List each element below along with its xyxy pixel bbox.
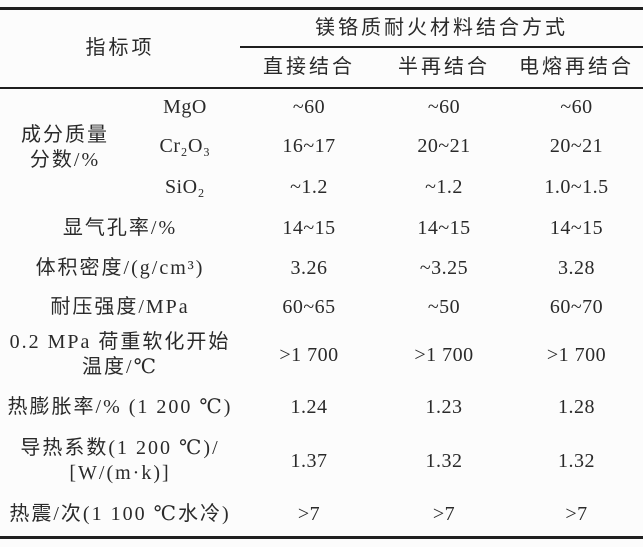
value-cell: 60~65 (282, 295, 336, 318)
row-label-thermal-shock: 热震/次(1 100 ℃水冷) (9, 502, 231, 525)
row-label-line2: 温度/℃ (82, 356, 158, 378)
formula-cell: SiO₂ (164, 176, 206, 198)
value-cell: >7 (565, 502, 588, 525)
value-cell: 3.26 (290, 256, 328, 279)
value-cell: 14~15 (549, 216, 604, 239)
bond-type-header-fused-rebonded: 电熔再结合 (519, 56, 634, 78)
value-cell: 14~15 (282, 216, 336, 239)
value-cell: 1.32 (425, 449, 463, 472)
row-label-line2: [W/(m·k)] (69, 461, 171, 484)
value-cell: 1.28 (558, 396, 595, 418)
row-label-softening-temperature: 0.2 MPa 荷重软化开始 温度/℃ (0, 326, 240, 385)
composition-group-label-line2: 分数/% (29, 149, 101, 171)
formula-cell: MgO (163, 95, 207, 118)
value-cell: 1.23 (425, 396, 463, 418)
value-cell: 20~21 (417, 134, 471, 157)
refractory-properties-table: 指标项 镁铬质耐火材料结合方式 直接结合 半再结合 电熔再结合 成分质量 分数/… (0, 7, 643, 539)
value-cell: ~1.2 (290, 176, 328, 198)
table-row: 0.2 MPa 荷重软化开始 温度/℃ >1 700 >1 700 >1 700 (0, 326, 643, 385)
value-cell: 16~17 (282, 134, 336, 157)
value-cell: 60~70 (549, 295, 604, 318)
table-row: SiO₂ ~1.2 ~1.2 1.0~1.5 (0, 167, 643, 208)
row-label-bulk-density: 体积密度/(g/cm³) (35, 256, 205, 279)
bond-type-header-direct: 直接结合 (263, 56, 355, 78)
row-label-thermal-expansion: 热膨胀率/% (1 200 ℃) (7, 396, 233, 418)
row-label-apparent-porosity: 显气孔率/% (62, 216, 178, 239)
value-cell: >1 700 (546, 344, 607, 366)
value-cell: 14~15 (417, 216, 471, 239)
row-label-line1: 0.2 MPa 荷重软化开始 (9, 331, 231, 353)
value-cell: 20~21 (549, 134, 604, 157)
value-cell: ~60 (560, 95, 593, 118)
value-cell: ~60 (427, 95, 461, 118)
table-header: 指标项 镁铬质耐火材料结合方式 直接结合 半再结合 电熔再结合 (0, 8, 643, 88)
table-row: 热震/次(1 100 ℃水冷) >7 >7 >7 (0, 492, 643, 538)
value-cell: >1 700 (279, 344, 339, 366)
composition-group-label: 成分质量 分数/% (0, 88, 130, 208)
row-label-thermal-conductivity: 导热系数(1 200 ℃)/ [W/(m·k)] (0, 430, 240, 492)
composition-group-label-line1: 成分质量 (21, 124, 109, 146)
value-cell: ~1.2 (425, 176, 463, 198)
value-cell: ~3.25 (419, 256, 469, 279)
row-label-crushing-strength: 耐压强度/MPa (50, 295, 190, 318)
table-row: 热膨胀率/% (1 200 ℃) 1.24 1.23 1.28 (0, 385, 643, 430)
table-row: 耐压强度/MPa 60~65 ~50 60~70 (0, 288, 643, 326)
bonding-mode-span-header: 镁铬质耐火材料结合方式 (240, 8, 643, 48)
table-row: 体积密度/(g/cm³) 3.26 ~3.25 3.28 (0, 248, 643, 288)
value-cell: ~50 (427, 295, 461, 318)
table-body: 成分质量 分数/% MgO ~60 ~60 ~60 Cr₂O₃ 16~17 20… (0, 88, 643, 538)
formula-cell: Cr₂O₃ (159, 134, 211, 157)
value-cell: 1.37 (290, 449, 328, 472)
value-cell: >7 (297, 502, 321, 525)
row-label-line1: 导热系数(1 200 ℃)/ (20, 436, 220, 459)
indicator-header-cell: 指标项 (85, 37, 155, 60)
value-cell: 1.24 (290, 396, 328, 418)
value-cell: 3.28 (558, 256, 595, 279)
value-cell: >1 700 (414, 344, 474, 366)
bond-type-header-semi-rebonded: 半再结合 (398, 56, 490, 78)
value-cell: >7 (432, 502, 456, 525)
value-cell: 1.0~1.5 (544, 176, 609, 198)
value-cell: 1.32 (558, 449, 595, 472)
value-cell: ~60 (292, 95, 326, 118)
table-row: 显气孔率/% 14~15 14~15 14~15 (0, 208, 643, 248)
table-row: Cr₂O₃ 16~17 20~21 20~21 (0, 125, 643, 167)
table-row: 成分质量 分数/% MgO ~60 ~60 ~60 (0, 88, 643, 172)
table-row: 导热系数(1 200 ℃)/ [W/(m·k)] 1.37 1.32 1.32 (0, 430, 643, 492)
